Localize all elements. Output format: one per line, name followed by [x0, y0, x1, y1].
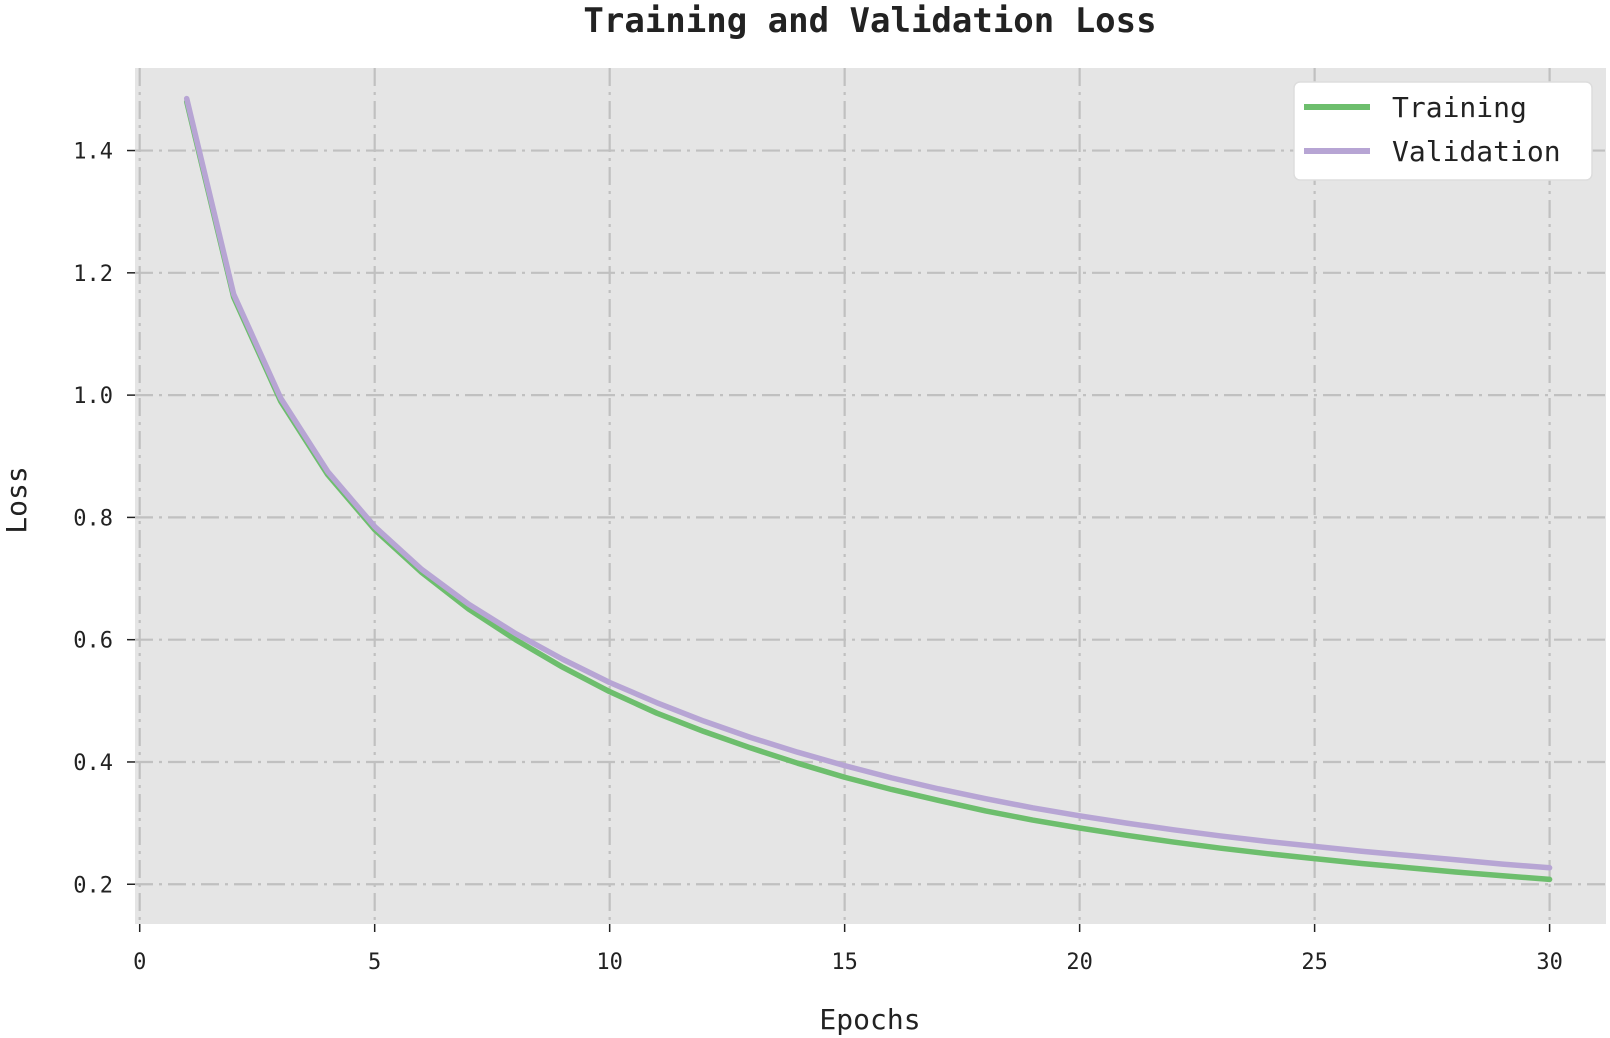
x-tick-label: 5 [368, 950, 381, 975]
legend: Training Validation [1293, 81, 1593, 181]
y-tick-label: 0.2 [73, 873, 113, 898]
x-axis-label: Epochs [819, 1003, 920, 1036]
plot-area [135, 68, 1606, 924]
x-tick-label: 25 [1301, 950, 1328, 975]
y-tick-label: 1.0 [73, 384, 113, 409]
y-tick-label: 1.4 [73, 140, 113, 165]
x-tick-label: 0 [133, 950, 146, 975]
y-tick-label: 0.4 [73, 751, 113, 776]
y-axis-label: Loss [0, 466, 33, 533]
chart-title: Training and Validation Loss [583, 1, 1156, 41]
axis-ticks: 0 5 10 15 20 25 30 0.2 0.4 0.6 0.8 1.0 1.2 1.4 [73, 140, 1563, 975]
x-tick-label: 30 [1536, 950, 1563, 975]
legend-label-training: Training [1392, 91, 1527, 124]
grid [135, 68, 1606, 924]
x-tick-label: 10 [596, 950, 623, 975]
legend-label-validation: Validation [1392, 135, 1561, 168]
x-tick-label: 20 [1066, 950, 1093, 975]
y-tick-label: 0.8 [73, 506, 113, 531]
y-tick-label: 0.6 [73, 629, 113, 654]
series-lines [183, 95, 1553, 883]
series-line-validation [183, 95, 1553, 871]
x-tick-label: 15 [831, 950, 858, 975]
y-tick-label: 1.2 [73, 262, 113, 287]
